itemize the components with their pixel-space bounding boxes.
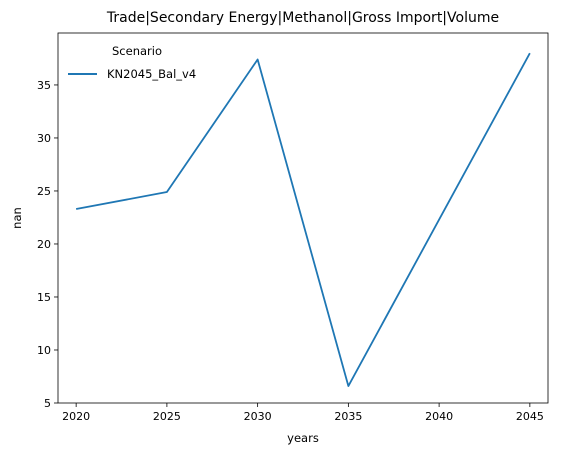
y-tick-label: 35 (37, 79, 51, 92)
series-layer (75, 52, 531, 387)
x-axis-label: years (287, 431, 319, 445)
y-tick-label: 30 (37, 132, 51, 145)
chart-title: Trade|Secondary Energy|Methanol|Gross Im… (106, 10, 499, 26)
x-tick-label: 2030 (244, 410, 272, 423)
y-tick-label: 5 (44, 397, 51, 410)
y-tick-label: 15 (37, 291, 51, 304)
x-tick-label: 2035 (334, 410, 362, 423)
y-tick-label: 10 (37, 344, 51, 357)
legend: Scenario KN2045_Bal_v4 (68, 44, 196, 81)
y-axis: 5 10 15 20 25 30 35 (37, 79, 58, 410)
legend-title: Scenario (112, 44, 162, 58)
y-tick-label: 25 (37, 185, 51, 198)
y-tick-label: 20 (37, 238, 51, 251)
series-line (75, 52, 531, 387)
y-axis-label: nan (10, 207, 24, 229)
x-tick-label: 2045 (516, 410, 544, 423)
x-tick-label: 2020 (62, 410, 90, 423)
plot-frame (57, 32, 549, 404)
x-tick-label: 2040 (425, 410, 453, 423)
legend-entry: KN2045_Bal_v4 (107, 67, 196, 81)
x-axis: 2020 2025 2030 2035 2040 2045 (62, 403, 544, 423)
x-tick-label: 2025 (153, 410, 181, 423)
